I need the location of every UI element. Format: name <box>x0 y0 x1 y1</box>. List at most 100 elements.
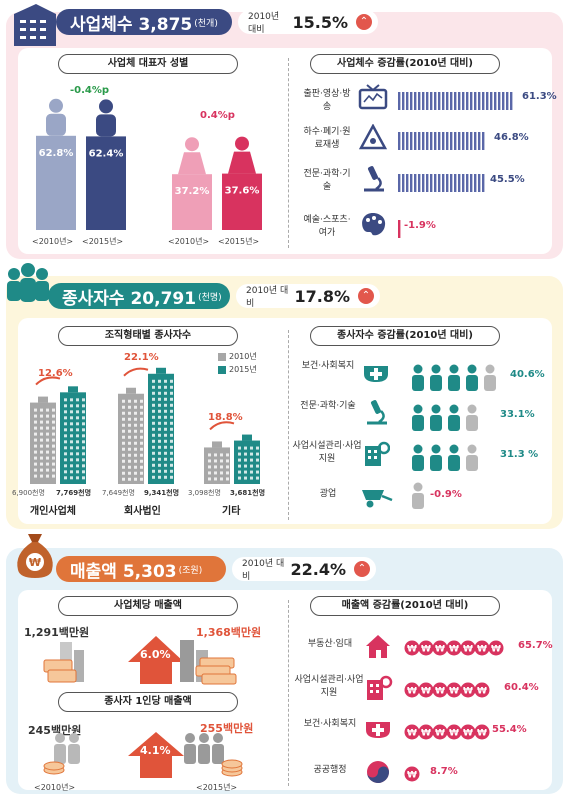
window <box>158 469 161 473</box>
building-top <box>212 441 222 448</box>
window <box>164 451 167 455</box>
window <box>82 410 85 414</box>
sales-per-emp-title: 종사자 1인당 매출액 <box>58 692 238 712</box>
window <box>122 405 125 409</box>
person-icon-body <box>430 375 442 391</box>
window <box>244 470 247 474</box>
window <box>238 470 241 474</box>
person-icon-head <box>431 404 441 414</box>
window <box>134 429 137 433</box>
window <box>170 433 173 437</box>
window <box>250 464 253 468</box>
growth-stripe <box>482 132 485 150</box>
window <box>128 471 131 475</box>
growth-arrow <box>209 421 235 431</box>
window <box>76 458 79 462</box>
window <box>82 464 85 468</box>
window <box>122 399 125 403</box>
window <box>134 399 137 403</box>
window <box>140 459 143 463</box>
window <box>164 427 167 431</box>
person-icon-body <box>412 415 424 431</box>
row-label: 예술·스포츠·여가 <box>303 215 351 238</box>
growth-stripe <box>418 132 421 150</box>
window <box>244 452 247 456</box>
sales-per-biz-graphic <box>43 636 237 685</box>
window <box>122 453 125 457</box>
window <box>220 453 223 457</box>
growth-stripe <box>462 132 465 150</box>
window <box>34 408 37 412</box>
window <box>152 397 155 401</box>
window <box>40 408 43 412</box>
window <box>140 453 143 457</box>
window <box>70 434 73 438</box>
employees-comparison: 2010년 대비 17.8% ⌃ <box>236 284 380 309</box>
tv-icon <box>358 84 388 110</box>
window <box>152 427 155 431</box>
up-arrow-icon: ⌃ <box>356 14 372 30</box>
row-label: 공공행정 <box>313 765 347 775</box>
bar-value-label: 37.2% <box>175 186 210 197</box>
window <box>64 434 67 438</box>
bar-value-label: 62.4% <box>89 148 124 159</box>
growth-stripe <box>398 92 401 110</box>
window <box>158 385 161 389</box>
growth-arrow <box>123 367 149 377</box>
growth-stripe <box>398 174 401 192</box>
value-label: 6,900천명 <box>12 489 45 497</box>
window <box>220 459 223 463</box>
person-body <box>96 114 116 137</box>
up-arrow-icon: ⌃ <box>354 561 370 577</box>
org-chart-title: 조직형태별 종사자수 <box>58 326 238 346</box>
window <box>64 452 67 456</box>
palette-icon <box>362 213 386 236</box>
won-coin <box>488 640 504 656</box>
growth-stripe <box>506 92 509 110</box>
window <box>170 385 173 389</box>
window <box>70 422 73 426</box>
window <box>46 438 49 442</box>
growth-stripe <box>438 132 441 150</box>
window <box>52 450 55 454</box>
row-label: 사업시설관리·사업지원 <box>294 675 364 698</box>
gender-bar <box>36 135 76 230</box>
row-label: 광업 <box>319 489 337 499</box>
window <box>52 438 55 442</box>
window <box>64 410 67 414</box>
year-label: <2010년> <box>168 237 210 246</box>
growth-stripe <box>502 92 505 110</box>
window <box>82 476 85 480</box>
employee-growth-pictogram <box>412 364 496 509</box>
window <box>158 379 161 383</box>
growth-stripe <box>466 92 469 110</box>
category-label: 회사법인 <box>124 506 161 517</box>
window <box>70 416 73 420</box>
window <box>170 457 173 461</box>
window <box>164 469 167 473</box>
window <box>64 476 67 480</box>
window <box>158 421 161 425</box>
window <box>152 457 155 461</box>
window <box>140 399 143 403</box>
won-coin-label: ₩ <box>435 645 445 655</box>
microscope-icon <box>364 166 384 192</box>
window <box>40 474 43 478</box>
bar-value-label: 62.8% <box>39 148 74 159</box>
window <box>46 408 49 412</box>
window <box>40 414 43 418</box>
window <box>170 409 173 413</box>
window <box>250 476 253 480</box>
sales-per-biz-title: 사업체당 매출액 <box>58 596 238 616</box>
window <box>164 475 167 479</box>
window <box>134 477 137 481</box>
growth-stripe <box>402 132 405 150</box>
gender-bar <box>86 136 126 230</box>
growth-stripe <box>406 92 409 110</box>
person-icon-head <box>449 364 459 374</box>
growth-stripe <box>446 174 449 192</box>
growth-stripe <box>422 92 425 110</box>
growth-stripe <box>466 132 469 150</box>
window <box>208 453 211 457</box>
window <box>76 464 79 468</box>
